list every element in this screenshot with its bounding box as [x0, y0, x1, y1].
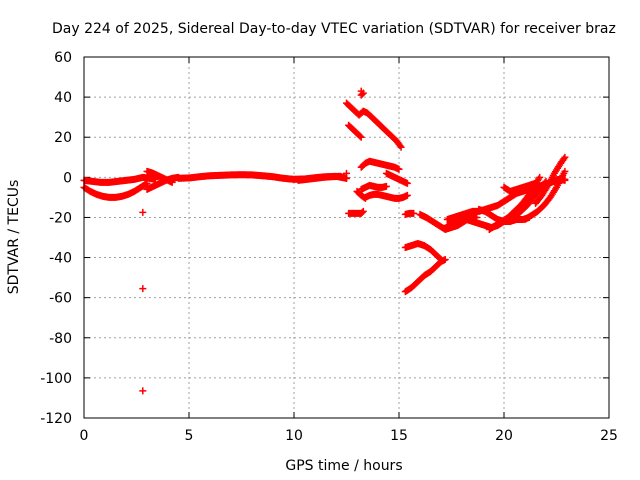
data-series-arc-16 [401, 209, 418, 218]
data-point [403, 191, 411, 199]
data-series-arc-7 [343, 99, 405, 151]
data-series-arc-6 [294, 172, 350, 184]
data-point [410, 209, 418, 217]
x-axis-label: GPS time / hours [285, 458, 402, 474]
data-point [359, 207, 367, 215]
y-tick-label: -80 [49, 331, 72, 347]
data-point-interp [396, 142, 404, 150]
data-point [359, 89, 367, 97]
x-tick-label: 15 [390, 428, 408, 444]
data-series-arc-23 [485, 173, 544, 233]
chart-title: Day 224 of 2025, Sidereal Day-to-day VTE… [52, 21, 616, 37]
data-series-arc-1 [80, 173, 159, 186]
data-series-arc-10 [345, 207, 367, 217]
y-tick-label: -100 [40, 371, 72, 387]
y-tick-label: -120 [40, 411, 72, 427]
data-point-interp [560, 155, 568, 163]
data-point [441, 256, 449, 264]
x-tick-label: 20 [495, 428, 513, 444]
y-tick-label: 60 [54, 50, 72, 66]
data-point [561, 153, 569, 161]
data-series-arc-11 [357, 157, 403, 173]
data-series-arc-18 [401, 240, 445, 264]
y-tick-label: 20 [54, 130, 72, 146]
data-point [139, 208, 147, 216]
data-series-arc-28 [548, 175, 569, 184]
data-point [397, 143, 405, 151]
data-points [80, 87, 569, 395]
x-tick-label: 25 [600, 428, 618, 444]
data-point-interp [358, 208, 366, 216]
y-axis-label: SDTVAR / TECUs [6, 180, 22, 295]
data-series-isolated [139, 169, 350, 395]
data-point [561, 176, 569, 184]
y-tick-label: -40 [49, 251, 72, 267]
y-tick-label: -60 [49, 291, 72, 307]
plot-frame [83, 56, 610, 419]
data-point [139, 285, 147, 293]
data-point [357, 133, 365, 141]
data-point [403, 179, 411, 187]
data-series-arc-8 [345, 121, 365, 141]
data-series-arc-27 [532, 153, 569, 207]
data-series-arc-15 [353, 187, 369, 202]
data-point-interp [356, 132, 364, 140]
grid [84, 57, 609, 418]
y-tick-label: 0 [63, 170, 72, 186]
y-tick-label: 40 [54, 90, 72, 106]
data-point [168, 178, 176, 186]
y-tick-label: -20 [49, 210, 72, 226]
data-point [536, 173, 544, 181]
data-point [561, 167, 569, 175]
data-series-arc-25 [500, 179, 539, 195]
data-point-interp [358, 90, 366, 98]
data-series-arc-14 [382, 169, 411, 187]
data-series-arc-26 [521, 167, 569, 223]
data-series-arc-4 [143, 167, 176, 186]
axis-ticks: -120 -100 -80 -60 -40 -20 0 20 40 60 0 5 10 15 20 25 [40, 50, 618, 444]
data-point [343, 169, 350, 177]
x-tick-label: 10 [285, 428, 303, 444]
x-tick-label: 0 [80, 428, 89, 444]
data-point [532, 179, 539, 187]
data-point [395, 165, 403, 173]
x-tick-label: 5 [185, 428, 194, 444]
data-point [143, 179, 151, 187]
data-series-arc-19 [401, 256, 449, 296]
data-series-arc-13 [361, 190, 411, 202]
data-series-arc-2 [80, 179, 151, 201]
data-point-interp [360, 194, 368, 202]
data-point [139, 387, 147, 395]
data-series-arc-9 [357, 87, 367, 99]
data-point [361, 194, 369, 202]
data-point [382, 182, 390, 190]
